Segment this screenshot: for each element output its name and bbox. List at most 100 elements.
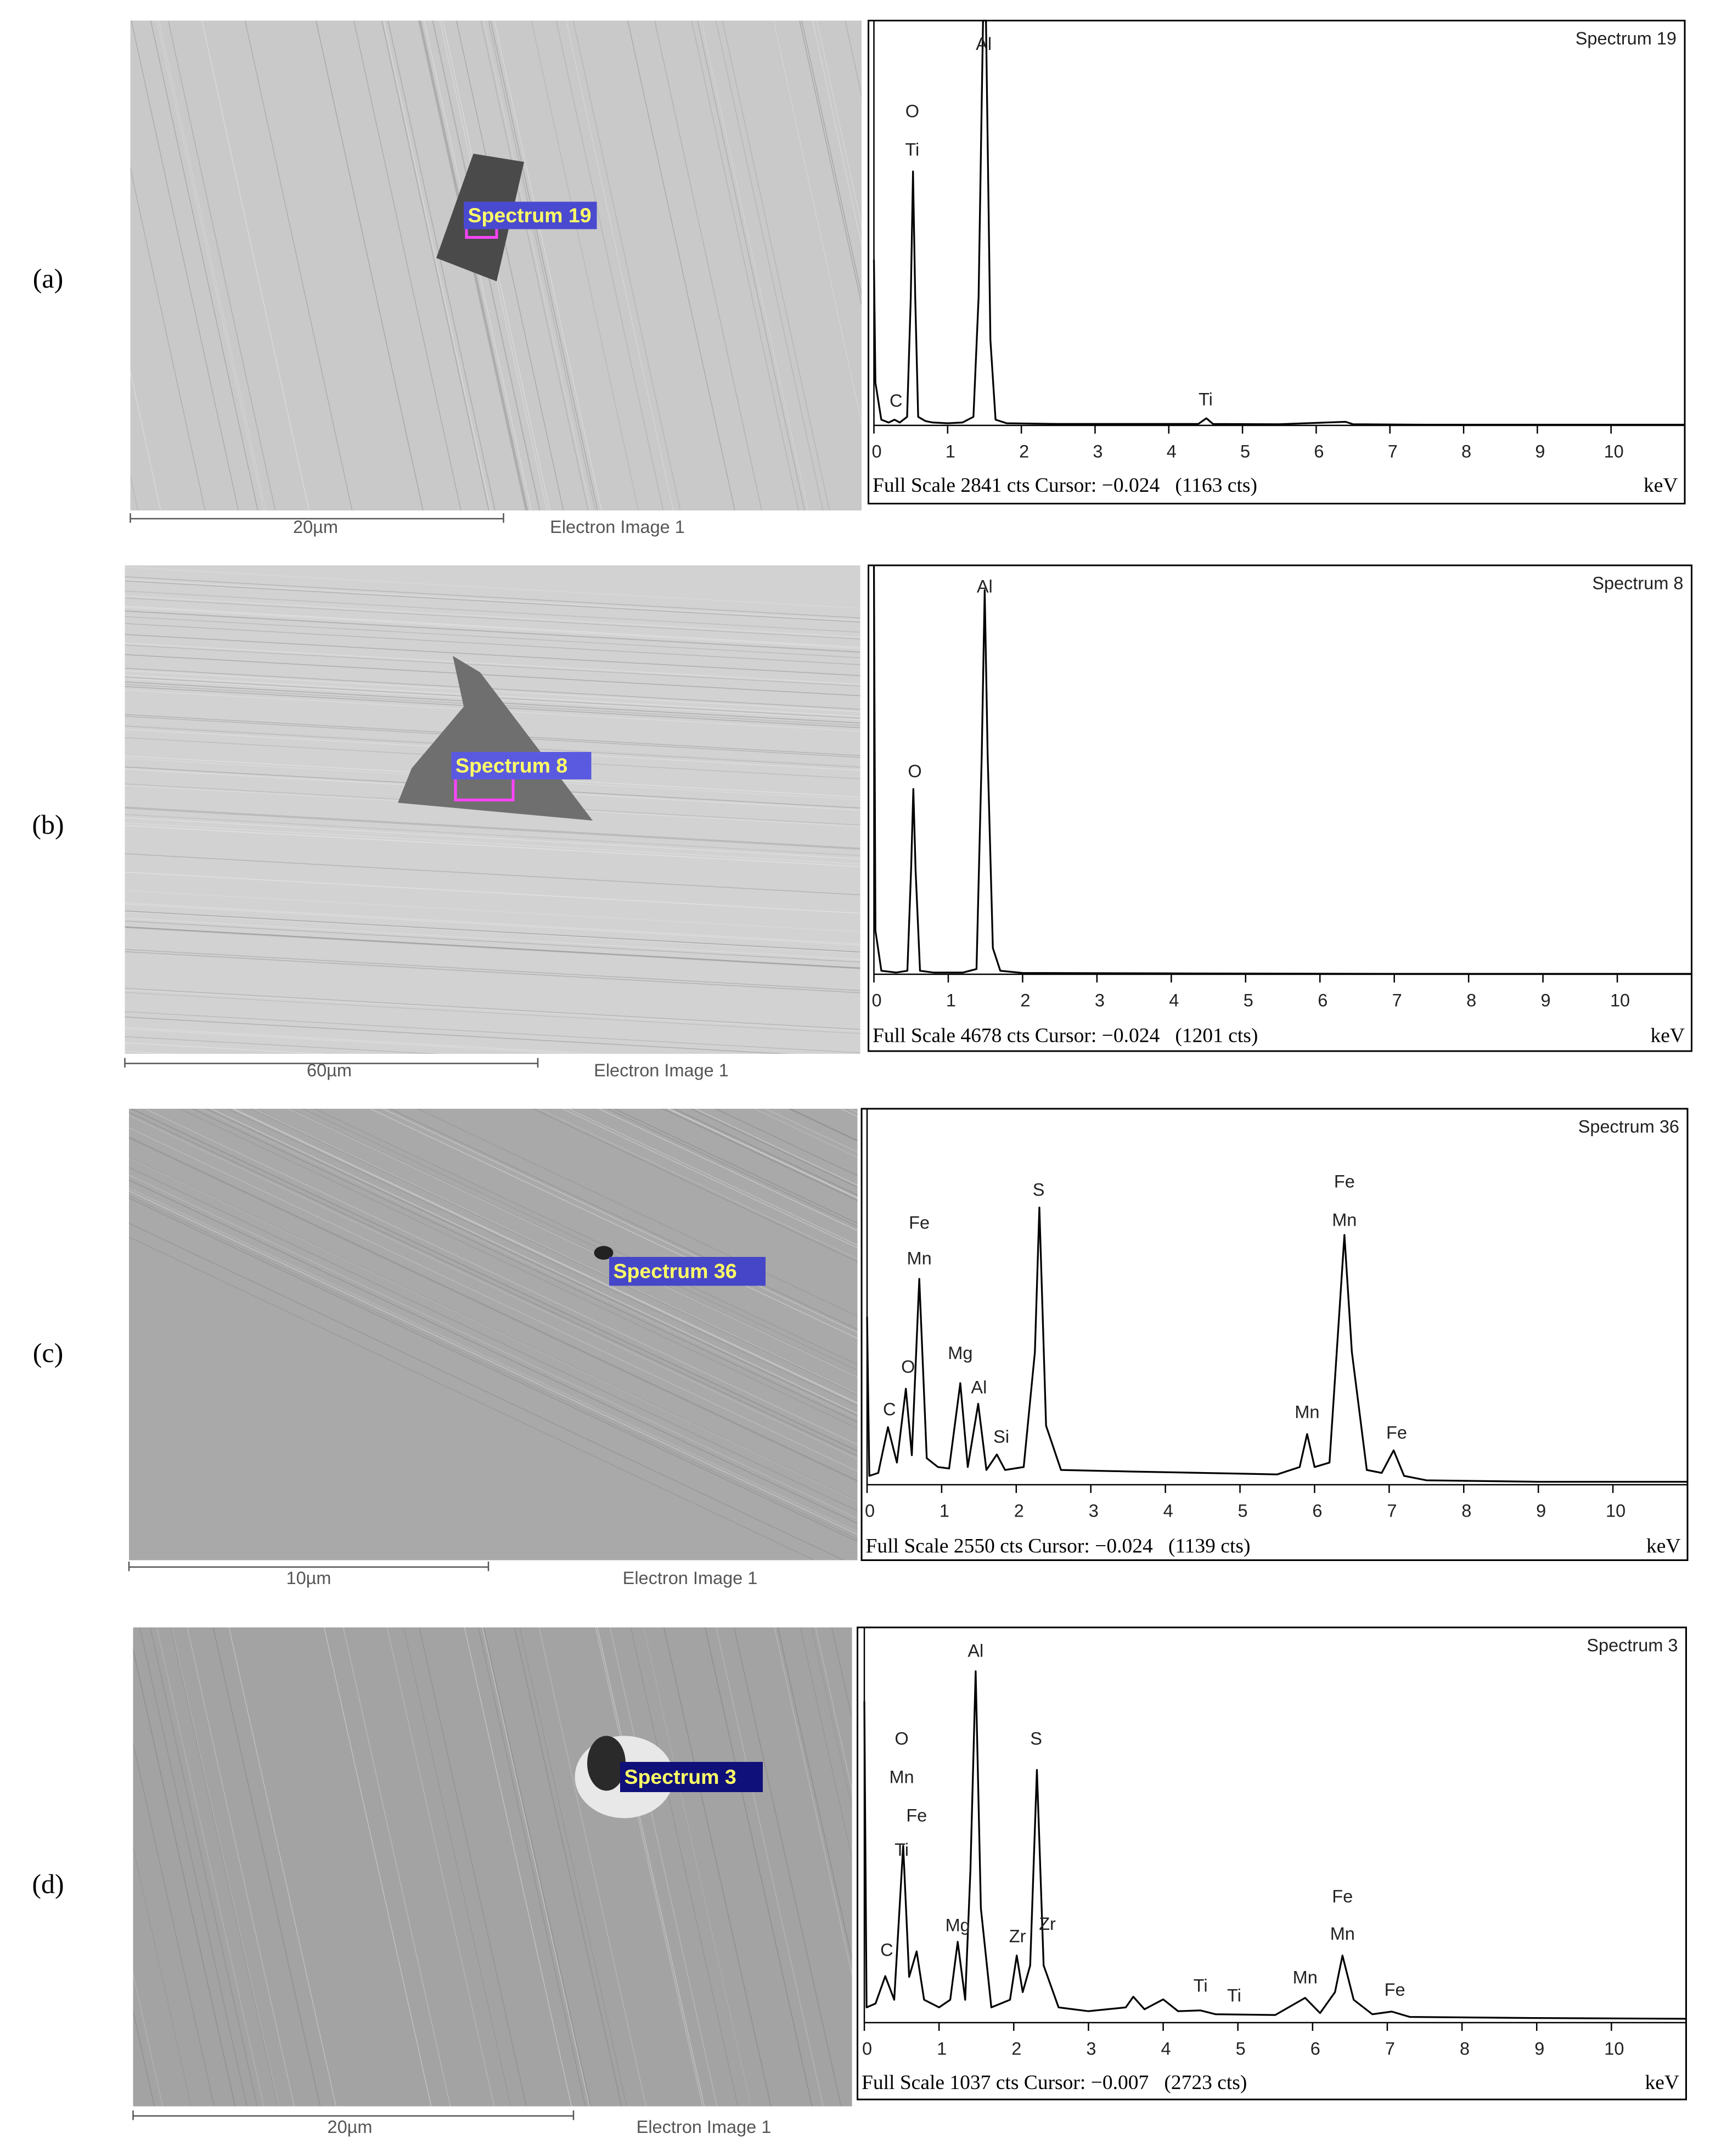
peak-label: Mn [907, 1249, 932, 1268]
x-tick-label: 0 [871, 442, 881, 462]
x-tick-label: 8 [1461, 1501, 1471, 1521]
image-caption: Electron Image 1 [623, 1568, 758, 1588]
peak-label: Mn [1293, 1968, 1318, 1987]
spectrum-frame [867, 564, 1692, 1052]
x-tick-label: 4 [1161, 2039, 1171, 2059]
peak-label: Fe [1334, 1172, 1355, 1192]
scale-bar-label: 10µm [286, 1568, 331, 1588]
peak-label: Ti [905, 140, 919, 160]
peak-label: Al [977, 577, 993, 597]
spectrum-tag: Spectrum 19 [468, 204, 592, 227]
x-tick-label: 3 [1095, 991, 1105, 1010]
spectrum-line [863, 1670, 1686, 2020]
peak-label: S [1030, 1728, 1042, 1748]
peak-label: Zr [1039, 1914, 1056, 1934]
x-tick-label: 6 [1312, 1501, 1322, 1521]
peak-label: Mn [1332, 1210, 1357, 1230]
panel-label: (a) [33, 263, 63, 294]
peak-label: O [895, 1728, 908, 1748]
x-tick-label: 2 [1020, 991, 1030, 1010]
x-tick-label: 5 [1244, 991, 1253, 1010]
x-tick-label: 5 [1236, 2039, 1246, 2059]
image-caption: Electron Image 1 [594, 1060, 729, 1080]
peak-label: Mn [1295, 1402, 1319, 1422]
spectrum-frame [867, 20, 1686, 505]
spectrum-tag-bg [620, 1762, 763, 1792]
peak-label: O [908, 761, 921, 781]
sem-image [125, 565, 860, 1054]
x-tick-label: 2 [1014, 1501, 1024, 1521]
peak-label: Mg [946, 1916, 970, 1935]
x-tick-label: 9 [1536, 1501, 1546, 1521]
peak-label: O [905, 102, 919, 121]
x-tick-label: 5 [1240, 442, 1250, 462]
peak-label: C [883, 1399, 896, 1419]
spectrum-tag-bg [451, 752, 592, 780]
chart-title: Spectrum 8 [1592, 574, 1683, 593]
peak-label: Al [968, 1641, 983, 1661]
peak-label: Mn [889, 1767, 914, 1787]
panel-label: (c) [33, 1337, 63, 1368]
peak-label: Ti [1194, 1975, 1208, 1995]
image-caption: Electron Image 1 [637, 2117, 772, 2137]
x-tick-label: 10 [1604, 442, 1624, 462]
spectrum-tag-bg [464, 201, 597, 229]
peak-label: Si [993, 1427, 1009, 1447]
peak-label: Fe [1385, 1980, 1405, 2000]
x-tick-label: 10 [1604, 2039, 1624, 2059]
x-tick-label: 2 [1011, 2039, 1021, 2059]
peak-label: Ti [895, 1840, 909, 1860]
panel-label: (d) [32, 1868, 64, 1899]
x-axis-label: keV [1644, 474, 1678, 497]
chart-footer: Full Scale 4678 cts Cursor: −0.024 (1201… [873, 1025, 1258, 1047]
x-tick-label: 7 [1385, 2039, 1395, 2059]
x-tick-label: 10 [1606, 1501, 1625, 1521]
x-tick-label: 6 [1314, 442, 1324, 462]
x-tick-label: 4 [1163, 1501, 1173, 1521]
x-axis-label: keV [1645, 2071, 1679, 2094]
peak-label: O [901, 1357, 915, 1377]
x-axis-label: keV [1646, 1535, 1680, 1558]
spectrum-tag: Spectrum 3 [625, 1765, 736, 1788]
image-caption: Electron Image 1 [550, 517, 685, 537]
x-tick-label: 1 [946, 442, 955, 462]
x-tick-label: 0 [862, 2039, 872, 2059]
x-tick-label: 1 [946, 991, 956, 1010]
peak-label: Fe [906, 1806, 927, 1826]
x-tick-label: 4 [1167, 442, 1177, 462]
sem-image [133, 1627, 852, 2107]
sem-image [130, 20, 862, 511]
x-tick-label: 3 [1089, 1501, 1099, 1521]
scale-bar-label: 20µm [328, 2117, 373, 2137]
peak-label: Fe [1332, 1886, 1353, 1906]
x-tick-label: 4 [1169, 991, 1179, 1010]
x-tick-label: 1 [937, 2039, 947, 2059]
peak-label: Fe [1386, 1423, 1407, 1442]
x-tick-label: 7 [1392, 991, 1402, 1010]
x-axis-label: keV [1651, 1025, 1685, 1047]
peak-label: Fe [909, 1213, 930, 1233]
x-tick-label: 6 [1310, 2039, 1320, 2059]
scale-bar-label: 60µm [307, 1060, 352, 1080]
x-tick-label: 8 [1460, 2039, 1470, 2059]
chart-footer: Full Scale 2841 cts Cursor: −0.024 (1163… [873, 474, 1257, 497]
x-tick-label: 10 [1610, 991, 1630, 1010]
x-tick-label: 9 [1535, 442, 1545, 462]
chart-title: Spectrum 3 [1587, 1636, 1678, 1655]
scale-bar-label: 20µm [293, 517, 338, 537]
x-tick-label: 7 [1388, 442, 1398, 462]
spectrum-tag: Spectrum 8 [455, 754, 567, 777]
peak-label: Ti [1227, 1985, 1241, 2005]
peak-label: Mg [948, 1343, 972, 1363]
spectrum-frame [860, 1108, 1689, 1562]
peak-label: Zr [1009, 1927, 1026, 1946]
spectrum-tag-bg [609, 1257, 766, 1286]
x-tick-label: 5 [1238, 1501, 1248, 1521]
x-tick-label: 3 [1086, 2039, 1096, 2059]
spectrum-line [873, 565, 1692, 975]
spectrum-tag: Spectrum 36 [614, 1260, 737, 1283]
x-tick-label: 9 [1534, 2039, 1544, 2059]
spectrum-line [873, 19, 1685, 426]
x-tick-label: 8 [1461, 442, 1471, 462]
